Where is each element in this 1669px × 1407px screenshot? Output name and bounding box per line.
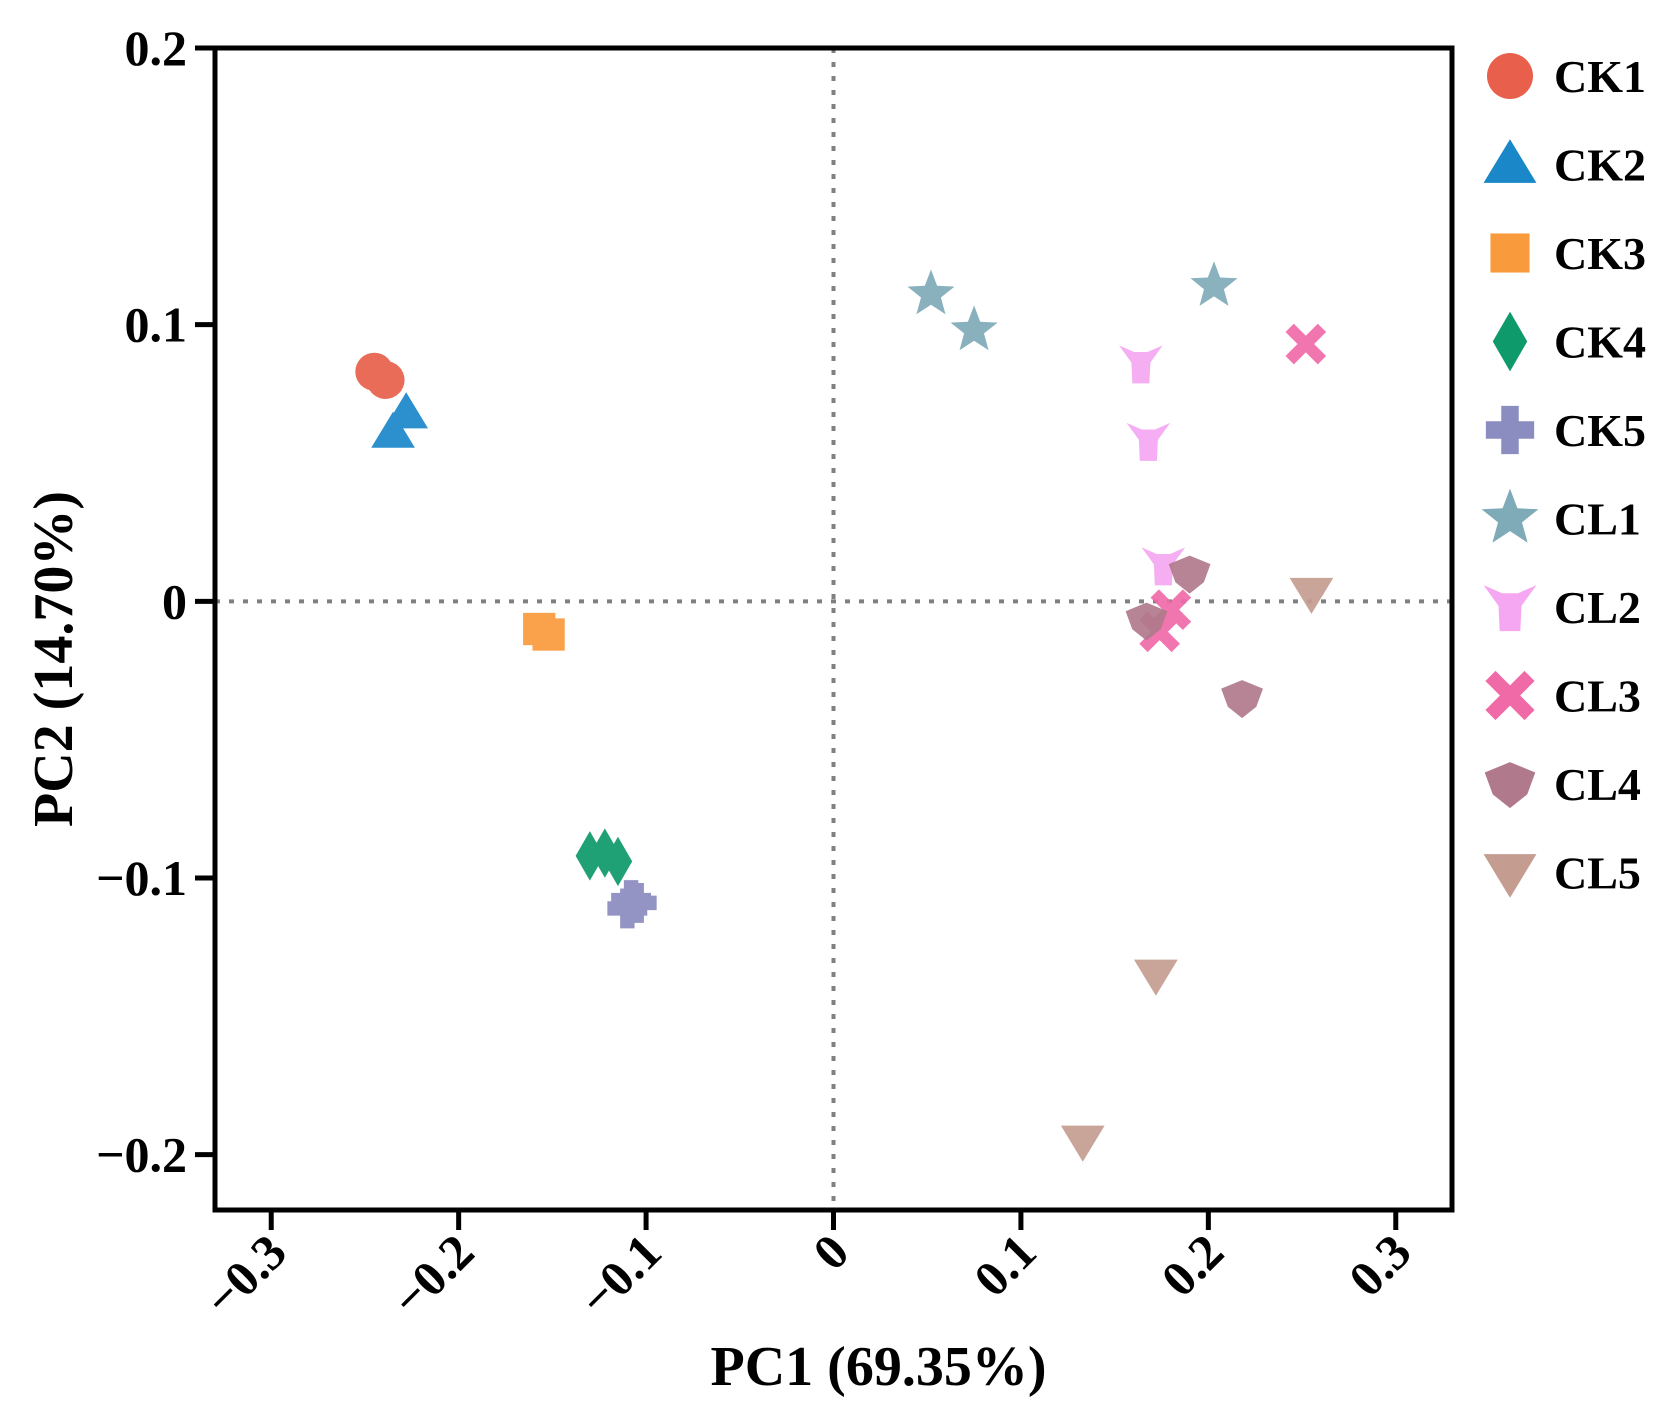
data-point-ck3 bbox=[532, 618, 565, 651]
series-cl5 bbox=[1060, 577, 1334, 1162]
data-point-ck4 bbox=[603, 836, 633, 887]
legend-marker-ck5 bbox=[1485, 405, 1535, 455]
data-point-cl4 bbox=[1221, 680, 1263, 719]
data-point-ck5 bbox=[616, 882, 657, 923]
legend-label: CK2 bbox=[1554, 140, 1646, 191]
data-point-ck4 bbox=[590, 828, 620, 878]
legend-item-ck1: CK1 bbox=[1487, 51, 1646, 102]
series-ck5 bbox=[607, 880, 657, 929]
data-point-cl2 bbox=[1141, 547, 1186, 586]
y-tick-label: −0.2 bbox=[96, 1127, 187, 1183]
legend-item-cl5: CL5 bbox=[1483, 848, 1641, 899]
series-cl2 bbox=[1119, 345, 1186, 586]
legend-label: CL2 bbox=[1554, 582, 1641, 633]
legend-item-cl1: CL1 bbox=[1481, 488, 1641, 545]
legend-item-ck4: CK4 bbox=[1492, 311, 1646, 372]
series-ck4 bbox=[575, 828, 633, 887]
series-ck3 bbox=[523, 612, 565, 651]
legend-label: CK5 bbox=[1554, 405, 1646, 456]
legend-marker-ck3 bbox=[1490, 233, 1530, 273]
data-point-cl2 bbox=[1119, 345, 1163, 384]
y-tick-label: 0 bbox=[162, 573, 187, 629]
legend-item-ck5: CK5 bbox=[1485, 405, 1646, 456]
legend-label: CL4 bbox=[1554, 759, 1641, 810]
legend: CK1 CK2 CK3 CK4 CK5 CL1 CL2 CL3 CL4 CL5 bbox=[1481, 51, 1646, 899]
legend-item-ck2: CK2 bbox=[1483, 139, 1646, 191]
data-point-cl1 bbox=[1190, 261, 1238, 306]
legend-item-cl2: CL2 bbox=[1483, 582, 1641, 633]
data-point-cl5 bbox=[1060, 1125, 1105, 1162]
series-cl1 bbox=[907, 261, 1238, 351]
legend-marker-cl1 bbox=[1481, 488, 1539, 543]
y-tick-label: 0.2 bbox=[125, 20, 188, 76]
x-tick-label: 0 bbox=[802, 1223, 859, 1280]
data-point-cl2 bbox=[1126, 422, 1171, 461]
legend-label: CL1 bbox=[1554, 494, 1641, 545]
x-tick-label: −0.3 bbox=[193, 1223, 297, 1327]
x-tick-label: 0.3 bbox=[1338, 1223, 1422, 1307]
data-point-cl3 bbox=[1285, 323, 1327, 365]
legend-item-ck3: CK3 bbox=[1490, 228, 1646, 279]
data-point-cl5 bbox=[1134, 959, 1178, 996]
y-axis-ticks: 0.2 0.1 0 −0.1 −0.2 bbox=[96, 20, 215, 1183]
legend-marker-ck1 bbox=[1487, 53, 1533, 99]
data-point-ck2 bbox=[371, 411, 415, 448]
reference-lines bbox=[215, 48, 1452, 1210]
x-axis-ticks: −0.3 −0.2 −0.1 0 0.1 0.2 0.3 bbox=[193, 1210, 1422, 1327]
legend-marker-ck4 bbox=[1492, 311, 1528, 372]
y-tick-label: 0.1 bbox=[125, 297, 188, 353]
legend-item-cl4: CL4 bbox=[1484, 759, 1641, 810]
data-point-cl4 bbox=[1168, 555, 1211, 594]
y-tick-label: −0.1 bbox=[96, 850, 187, 906]
x-axis-title: PC1 (69.35%) bbox=[711, 1336, 1047, 1398]
legend-item-cl3: CL3 bbox=[1485, 670, 1641, 722]
x-tick-label: 0.2 bbox=[1150, 1223, 1234, 1307]
legend-marker-cl3 bbox=[1485, 670, 1535, 721]
data-point-cl1 bbox=[950, 305, 998, 351]
data-markers bbox=[355, 261, 1334, 1162]
series-ck2 bbox=[371, 392, 429, 448]
series-ck1 bbox=[355, 352, 405, 399]
legend-label: CK1 bbox=[1554, 51, 1646, 102]
plot-frame bbox=[212, 45, 1455, 1213]
data-point-ck1 bbox=[366, 361, 405, 399]
data-point-cl4 bbox=[1125, 602, 1168, 641]
legend-marker-cl4 bbox=[1484, 762, 1536, 809]
series-cl4 bbox=[1125, 555, 1263, 719]
legend-marker-cl2 bbox=[1483, 585, 1537, 632]
legend-marker-ck2 bbox=[1483, 139, 1537, 183]
x-tick-label: −0.1 bbox=[568, 1223, 672, 1327]
legend-label: CK3 bbox=[1554, 228, 1646, 279]
legend-label: CK4 bbox=[1554, 317, 1646, 368]
data-point-cl1 bbox=[907, 269, 955, 315]
legend-marker-cl5 bbox=[1483, 854, 1537, 898]
x-tick-label: −0.2 bbox=[380, 1223, 484, 1327]
data-point-cl5 bbox=[1289, 577, 1334, 614]
y-axis-title: PC2 (14.70%) bbox=[23, 491, 85, 827]
legend-label: CL5 bbox=[1554, 848, 1641, 899]
x-tick-label: 0.1 bbox=[963, 1223, 1047, 1307]
legend-label: CL3 bbox=[1554, 671, 1641, 722]
